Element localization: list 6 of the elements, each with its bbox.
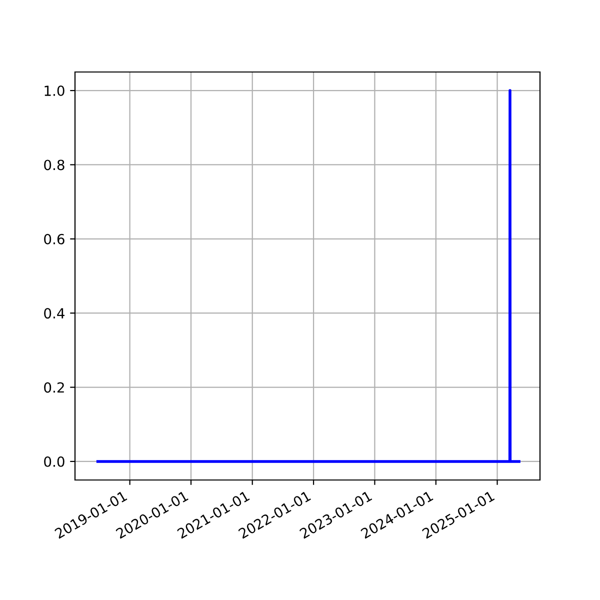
y-tick-label: 1.0 — [44, 86, 64, 96]
y-tick-label: 0.2 — [44, 382, 64, 393]
y-tick-label: 0.4 — [44, 308, 64, 319]
y-tick-label: 0.8 — [44, 160, 64, 170]
y-tick-label: 0.6 — [44, 234, 64, 244]
y-tick-label: 0.0 — [44, 456, 64, 467]
